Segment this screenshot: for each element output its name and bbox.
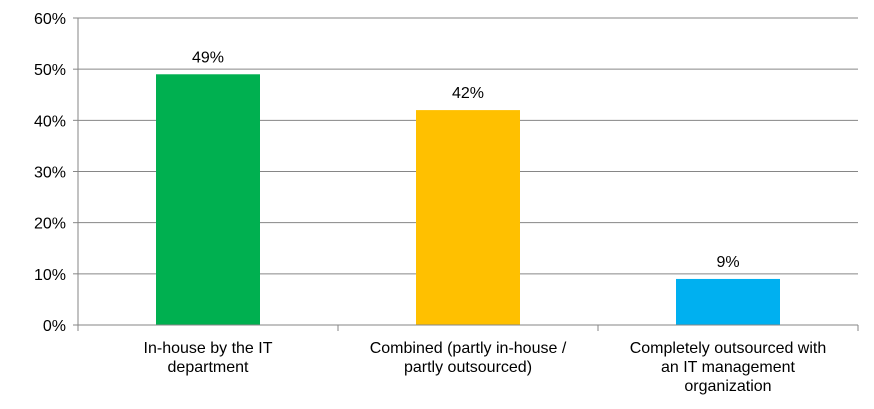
y-tick-label: 0% bbox=[43, 318, 66, 335]
data-label: 42% bbox=[452, 85, 484, 102]
y-tick-label: 10% bbox=[34, 267, 66, 284]
x-category-label-line: partly outsourced) bbox=[404, 359, 532, 376]
labels: 0% 10% 20% 30% 40% 50% 60% 49% In-house by the I… bbox=[34, 11, 826, 395]
x-category-label: Completely outsourced with an IT manageme… bbox=[630, 340, 827, 395]
bar bbox=[676, 278, 780, 325]
x-category-label: In-house by the IT department bbox=[144, 340, 273, 376]
y-tick-label: 50% bbox=[34, 62, 66, 79]
y-tick-label: 40% bbox=[34, 113, 66, 130]
data-label: 49% bbox=[192, 49, 224, 66]
bars bbox=[156, 74, 780, 326]
x-category-label-line: Combined (partly in-house / bbox=[370, 340, 567, 357]
x-category-label-line: Completely outsourced with bbox=[630, 340, 827, 357]
y-tick-label: 30% bbox=[34, 165, 66, 182]
bar bbox=[416, 110, 520, 325]
x-category-label-line: an IT management bbox=[661, 359, 796, 376]
x-category-label-line: In-house by the IT bbox=[144, 340, 273, 357]
x-category-label-line: organization bbox=[684, 378, 771, 395]
x-category-label: Combined (partly in-house / partly outsou… bbox=[370, 340, 567, 376]
data-label: 9% bbox=[716, 254, 739, 271]
axes bbox=[73, 17, 859, 331]
bar bbox=[156, 74, 260, 326]
x-category-label-line: department bbox=[168, 359, 249, 376]
y-tick-label: 20% bbox=[34, 216, 66, 233]
y-tick-label: 60% bbox=[34, 11, 66, 28]
